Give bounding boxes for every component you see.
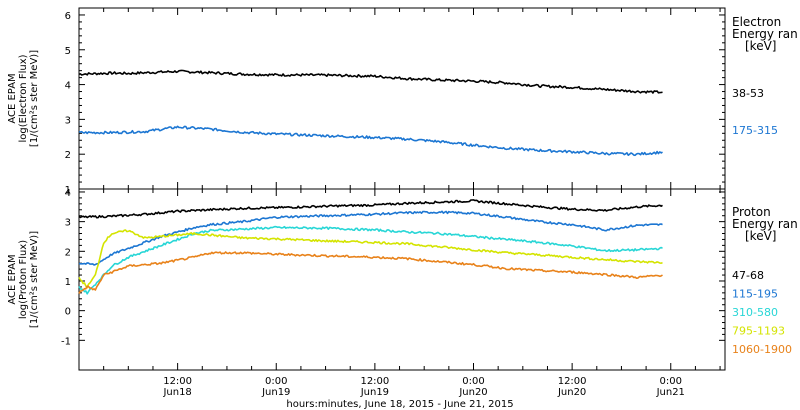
series-line-795-1193	[78, 229, 663, 289]
x-tick-label-date: Jun19	[360, 387, 389, 398]
x-tick-label-date: Jun21	[656, 387, 685, 398]
x-tick-label-time: 0:00	[660, 376, 682, 387]
y-axis-label: [1/(cm²s ster MeV)]	[29, 50, 40, 147]
y-axis-label: ACE EPAM	[7, 73, 18, 123]
electron-panel: 1 2 3 4 5 6 ACE EPAM log(Electron Flux) [1/(cm²s…	[7, 7, 798, 196]
y-tick-label: 0	[65, 307, 71, 318]
y-tick-label: 3	[65, 115, 71, 126]
legend-title: Energy ran	[732, 27, 798, 41]
electron-frame	[78, 7, 726, 190]
y-axis-label: log(Proton Flux)	[18, 240, 29, 319]
x-tick-label-date: Jun20	[557, 387, 586, 398]
legend-entry: 795-1193	[732, 325, 785, 338]
x-tick-label-date: Jun18	[162, 387, 191, 398]
series-line-38-53	[78, 69, 663, 94]
legend-title: Electron	[732, 15, 781, 29]
series-line-175-315	[78, 125, 663, 157]
proton-frame	[78, 188, 726, 371]
y-axis-label: ACE EPAM	[7, 254, 18, 304]
legend-entry: 1060-1900	[732, 343, 792, 356]
y-axis-label: log(Electron Flux)	[18, 54, 29, 142]
y-tick-label: 4	[65, 188, 71, 199]
x-tick-label-time: 12:00	[163, 376, 192, 387]
y-tick-label: 2	[65, 150, 71, 161]
series-line-115-195	[78, 210, 663, 266]
y-tick-label: 1	[65, 277, 71, 288]
legend-title: [keV]	[745, 39, 776, 53]
legend-entry: 175-315	[732, 124, 778, 137]
x-axis-label: hours:minutes, June 18, 2015 - June 21, …	[286, 399, 513, 410]
x-tick-label-time: 0:00	[462, 376, 484, 387]
y-tick-label: 5	[65, 46, 71, 57]
legend-entry: 47-68	[732, 269, 764, 282]
series-line-310-580	[78, 225, 663, 295]
proton-panel: -1 0 1 2 3 4 ACE EPAM log(Proton Flux) [1/(cm²s …	[7, 188, 798, 371]
legend-entry: 310-580	[732, 306, 778, 319]
y-tick-label: 6	[65, 11, 71, 22]
legend-title: Proton	[732, 205, 771, 219]
legend-title: [keV]	[745, 229, 776, 243]
x-tick-label-time: 12:00	[360, 376, 389, 387]
x-tick-label-date: Jun19	[261, 387, 290, 398]
x-tick-label-time: 0:00	[265, 376, 287, 387]
x-tick-label-date: Jun20	[458, 387, 487, 398]
series-line-47-68	[78, 199, 663, 219]
y-tick-label: 4	[65, 81, 71, 92]
legend-entry: 38-53	[732, 87, 764, 100]
y-tick-label: 3	[65, 218, 71, 229]
x-tick-label-time: 12:00	[558, 376, 587, 387]
y-tick-label: 1	[65, 185, 71, 196]
y-tick-label: 2	[65, 247, 71, 258]
series-line-1060-1900	[78, 251, 663, 294]
y-tick-label: -1	[61, 336, 71, 347]
legend-entry: 115-195	[732, 288, 778, 301]
y-axis-label: [1/(cm²s ster MeV)]	[29, 231, 40, 328]
legend-title: Energy ran	[732, 217, 798, 231]
